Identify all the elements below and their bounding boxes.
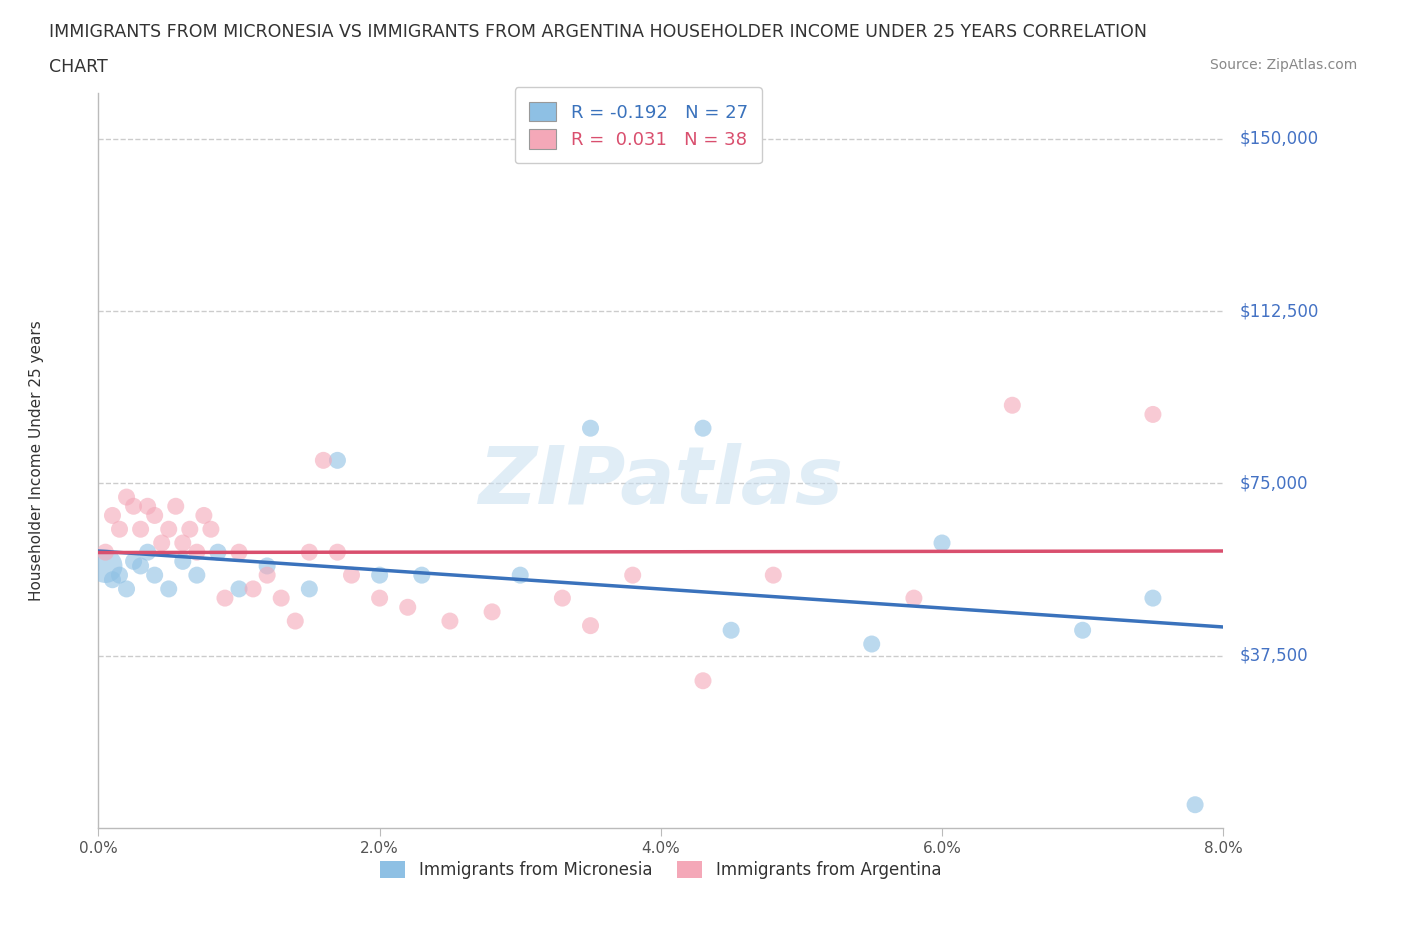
- Point: [101, 572, 124, 587]
- Point: [481, 604, 503, 619]
- Point: [270, 591, 292, 605]
- Point: [157, 522, 180, 537]
- Point: [207, 545, 229, 560]
- Text: IMMIGRANTS FROM MICRONESIA VS IMMIGRANTS FROM ARGENTINA HOUSEHOLDER INCOME UNDER: IMMIGRANTS FROM MICRONESIA VS IMMIGRANTS…: [49, 23, 1147, 41]
- Point: [284, 614, 307, 629]
- Point: [931, 536, 953, 551]
- Point: [115, 581, 138, 596]
- Point: [94, 545, 117, 560]
- Point: [165, 498, 187, 513]
- Point: [94, 559, 117, 574]
- Text: ZIPatlas: ZIPatlas: [478, 444, 844, 522]
- Point: [579, 420, 602, 435]
- Point: [551, 591, 574, 605]
- Point: [509, 567, 531, 582]
- Text: $37,500: $37,500: [1240, 646, 1309, 665]
- Point: [903, 591, 925, 605]
- Point: [411, 567, 433, 582]
- Point: [129, 559, 152, 574]
- Point: [172, 554, 194, 569]
- Text: Source: ZipAtlas.com: Source: ZipAtlas.com: [1209, 58, 1357, 72]
- Point: [143, 508, 166, 523]
- Point: [122, 498, 145, 513]
- Point: [1001, 398, 1024, 413]
- Point: [136, 498, 159, 513]
- Point: [692, 420, 714, 435]
- Point: [157, 581, 180, 596]
- Legend: Immigrants from Micronesia, Immigrants from Argentina: Immigrants from Micronesia, Immigrants f…: [374, 854, 948, 885]
- Point: [1142, 407, 1164, 422]
- Point: [186, 545, 208, 560]
- Point: [340, 567, 363, 582]
- Point: [1071, 623, 1094, 638]
- Point: [179, 522, 201, 537]
- Point: [228, 581, 250, 596]
- Point: [860, 637, 883, 652]
- Point: [115, 489, 138, 504]
- Point: [621, 567, 644, 582]
- Point: [193, 508, 215, 523]
- Point: [150, 536, 173, 551]
- Point: [762, 567, 785, 582]
- Text: $112,500: $112,500: [1240, 302, 1319, 320]
- Text: CHART: CHART: [49, 58, 108, 75]
- Point: [200, 522, 222, 537]
- Point: [172, 536, 194, 551]
- Text: $75,000: $75,000: [1240, 474, 1309, 492]
- Point: [256, 559, 278, 574]
- Point: [143, 567, 166, 582]
- Point: [298, 545, 321, 560]
- Point: [312, 453, 335, 468]
- Point: [1184, 797, 1206, 812]
- Point: [186, 567, 208, 582]
- Point: [108, 567, 131, 582]
- Point: [228, 545, 250, 560]
- Point: [579, 618, 602, 633]
- Point: [368, 591, 391, 605]
- Point: [326, 453, 349, 468]
- Point: [136, 545, 159, 560]
- Point: [692, 673, 714, 688]
- Text: Householder Income Under 25 years: Householder Income Under 25 years: [30, 320, 44, 601]
- Point: [101, 508, 124, 523]
- Point: [122, 554, 145, 569]
- Point: [214, 591, 236, 605]
- Point: [108, 522, 131, 537]
- Point: [242, 581, 264, 596]
- Point: [720, 623, 742, 638]
- Point: [396, 600, 419, 615]
- Point: [256, 567, 278, 582]
- Point: [368, 567, 391, 582]
- Point: [439, 614, 461, 629]
- Point: [298, 581, 321, 596]
- Point: [129, 522, 152, 537]
- Point: [326, 545, 349, 560]
- Text: $150,000: $150,000: [1240, 130, 1319, 148]
- Point: [1142, 591, 1164, 605]
